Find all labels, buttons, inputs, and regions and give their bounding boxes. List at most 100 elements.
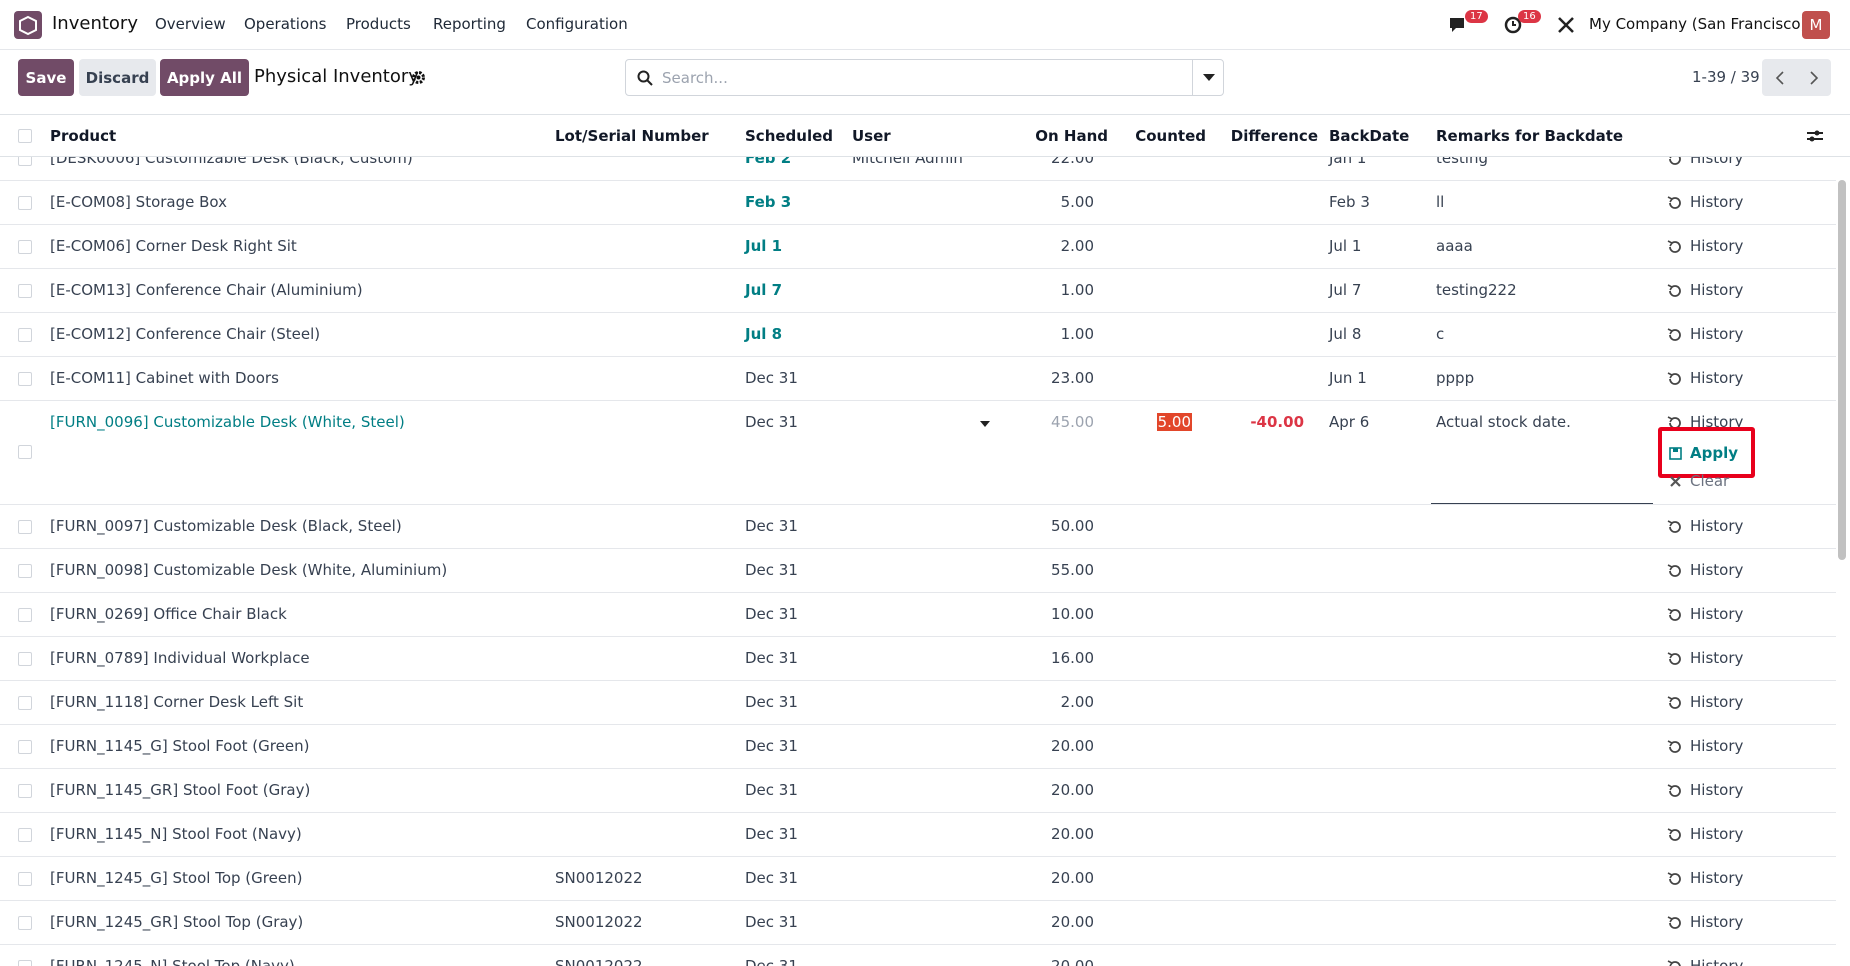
table-row[interactable]: [E-COM13] Conference Chair (Aluminium) Ju… <box>0 269 1836 313</box>
row-checkbox[interactable] <box>18 520 32 534</box>
cell-remarks[interactable]: Actual stock date. <box>1436 413 1571 431</box>
menu-item[interactable]: Reporting <box>433 15 506 33</box>
column-header[interactable]: Lot/Serial Number <box>555 127 709 145</box>
table-row[interactable]: [FURN_1245_G] Stool Top (Green) SN0012022… <box>0 857 1836 901</box>
history-button[interactable]: History <box>1667 413 1743 431</box>
row-checkbox[interactable] <box>18 284 32 298</box>
column-header[interactable]: Product <box>50 127 117 145</box>
table-row[interactable]: [FURN_1118] Corner Desk Left Sit Dec 31 2.… <box>0 681 1836 725</box>
table-row[interactable]: [DESK0006] Customizable Desk (Black, Cus… <box>0 157 1836 181</box>
table-row[interactable]: [FURN_0097] Customizable Desk (Black, St… <box>0 505 1836 549</box>
history-button[interactable]: History <box>1667 369 1743 387</box>
search-toggle[interactable] <box>1203 74 1215 82</box>
row-checkbox[interactable] <box>18 828 32 842</box>
row-checkbox[interactable] <box>18 196 32 210</box>
menu-item[interactable]: Overview <box>155 15 226 33</box>
company-switcher[interactable]: My Company (San Francisco) <box>1589 15 1807 33</box>
save-button[interactable]: Save <box>18 59 74 96</box>
row-checkbox[interactable] <box>18 608 32 622</box>
settings-gear[interactable] <box>411 70 426 85</box>
row-checkbox[interactable] <box>18 328 32 342</box>
history-button[interactable]: History <box>1667 869 1743 887</box>
table-row[interactable]: [FURN_1245_N] Stool Top (Navy) SN0012022 D… <box>0 945 1836 966</box>
table-row[interactable]: [FURN_1145_G] Stool Foot (Green) Dec 31 20… <box>0 725 1836 769</box>
history-button[interactable]: History <box>1667 693 1743 711</box>
row-checkbox[interactable] <box>18 916 32 930</box>
row-checkbox[interactable] <box>18 157 32 166</box>
history-button[interactable]: History <box>1667 737 1743 755</box>
row-checkbox[interactable] <box>18 696 32 710</box>
column-header[interactable]: Remarks for Backdate <box>1436 127 1624 145</box>
history-button[interactable]: History <box>1667 957 1743 966</box>
row-checkbox[interactable] <box>18 372 32 386</box>
history-button[interactable]: History <box>1667 605 1743 623</box>
table-row[interactable]: [FURN_0096] Customizable Desk (White, St… <box>0 401 1836 505</box>
column-header[interactable]: On Hand <box>1035 127 1108 145</box>
table-row[interactable]: [FURN_0269] Office Chair Black Dec 31 10.0… <box>0 593 1836 637</box>
column-header[interactable]: BackDate <box>1329 127 1410 145</box>
menu-item[interactable]: Products <box>346 15 411 33</box>
row-checkbox[interactable] <box>18 564 32 578</box>
row-checkbox[interactable] <box>18 872 32 886</box>
history-button[interactable]: History <box>1667 781 1743 799</box>
history-button[interactable]: History <box>1667 325 1743 343</box>
column-header[interactable]: Counted <box>1135 127 1206 145</box>
optional-columns[interactable] <box>1806 128 1824 144</box>
table-row[interactable]: [E-COM12] Conference Chair (Steel) Jul 8 1… <box>0 313 1836 357</box>
table-row[interactable]: [FURN_1145_N] Stool Foot (Navy) Dec 31 20.… <box>0 813 1836 857</box>
apply-button[interactable]: Apply <box>1669 444 1738 462</box>
history-button[interactable]: History <box>1667 237 1743 255</box>
history-button[interactable]: History <box>1667 281 1743 299</box>
cell-product: [FURN_0097] Customizable Desk (Black, St… <box>50 517 402 535</box>
apply-all-button[interactable]: Apply All <box>160 59 249 96</box>
cell-product[interactable]: [FURN_0096] Customizable Desk (White, St… <box>50 413 405 431</box>
search-box[interactable]: Search... <box>625 59 1224 96</box>
row-checkbox[interactable] <box>18 652 32 666</box>
history-button[interactable]: History <box>1667 825 1743 843</box>
column-header[interactable]: Difference <box>1230 127 1318 145</box>
messages-icon[interactable] <box>1448 15 1470 35</box>
user-avatar[interactable]: M <box>1802 11 1830 39</box>
cell-scheduled: Dec 31 <box>745 369 798 387</box>
table-row[interactable]: [E-COM11] Cabinet with Doors Dec 31 23.00 J… <box>0 357 1836 401</box>
cell-on-hand[interactable]: 45.00 <box>1051 413 1094 431</box>
table-row[interactable]: [E-COM06] Corner Desk Right Sit Jul 1 2.00… <box>0 225 1836 269</box>
table-row[interactable]: [FURN_0098] Customizable Desk (White, Al… <box>0 549 1836 593</box>
table-row[interactable]: [FURN_0789] Individual Workplace Dec 31 16… <box>0 637 1836 681</box>
column-header[interactable]: User <box>852 127 891 145</box>
table-row[interactable]: [FURN_1145_GR] Stool Foot (Gray) Dec 31 20… <box>0 769 1836 813</box>
history-button[interactable]: History <box>1667 193 1743 211</box>
row-checkbox[interactable] <box>18 960 32 966</box>
row-checkbox[interactable] <box>18 784 32 798</box>
pager-next[interactable] <box>1808 71 1820 85</box>
cell-counted[interactable]: 5.00 <box>1156 413 1192 431</box>
cell-product: [E-COM08] Storage Box <box>50 193 228 211</box>
select-all[interactable] <box>18 129 32 143</box>
row-checkbox[interactable] <box>18 445 32 459</box>
app-name[interactable]: Inventory <box>52 13 138 34</box>
pager-prev[interactable] <box>1774 71 1786 85</box>
pager-buttons[interactable] <box>1762 59 1831 96</box>
debug-icon[interactable] <box>1556 15 1576 35</box>
user-dropdown[interactable] <box>980 421 990 427</box>
cell-difference[interactable]: -40.00 <box>1250 413 1304 431</box>
cell-scheduled[interactable]: Dec 31 <box>745 413 798 431</box>
history-button[interactable]: History <box>1667 913 1743 931</box>
table-row[interactable]: [E-COM08] Storage Box Feb 3 5.00 Feb 3 ll His… <box>0 181 1836 225</box>
row-checkbox[interactable] <box>18 740 32 754</box>
cell-on-hand: 1.00 <box>1060 281 1094 299</box>
menu-item[interactable]: Operations <box>244 15 327 33</box>
history-button[interactable]: History <box>1669 157 1743 167</box>
history-button[interactable]: History <box>1667 517 1743 535</box>
discard-button[interactable]: Discard <box>79 59 156 96</box>
history-button[interactable]: History <box>1667 649 1743 667</box>
menu-item[interactable]: Configuration <box>526 15 628 33</box>
table-row[interactable]: [FURN_1245_GR] Stool Top (Gray) SN0012022… <box>0 901 1836 945</box>
history-button[interactable]: History <box>1667 561 1743 579</box>
column-header[interactable]: Scheduled <box>745 127 834 145</box>
row-checkbox[interactable] <box>18 240 32 254</box>
clear-button[interactable]: Clear <box>1670 472 1729 490</box>
cell-backdate[interactable]: Apr 6 <box>1329 413 1370 431</box>
messages-badge: 17 <box>1465 10 1488 23</box>
activity-icon[interactable] <box>1503 15 1525 35</box>
